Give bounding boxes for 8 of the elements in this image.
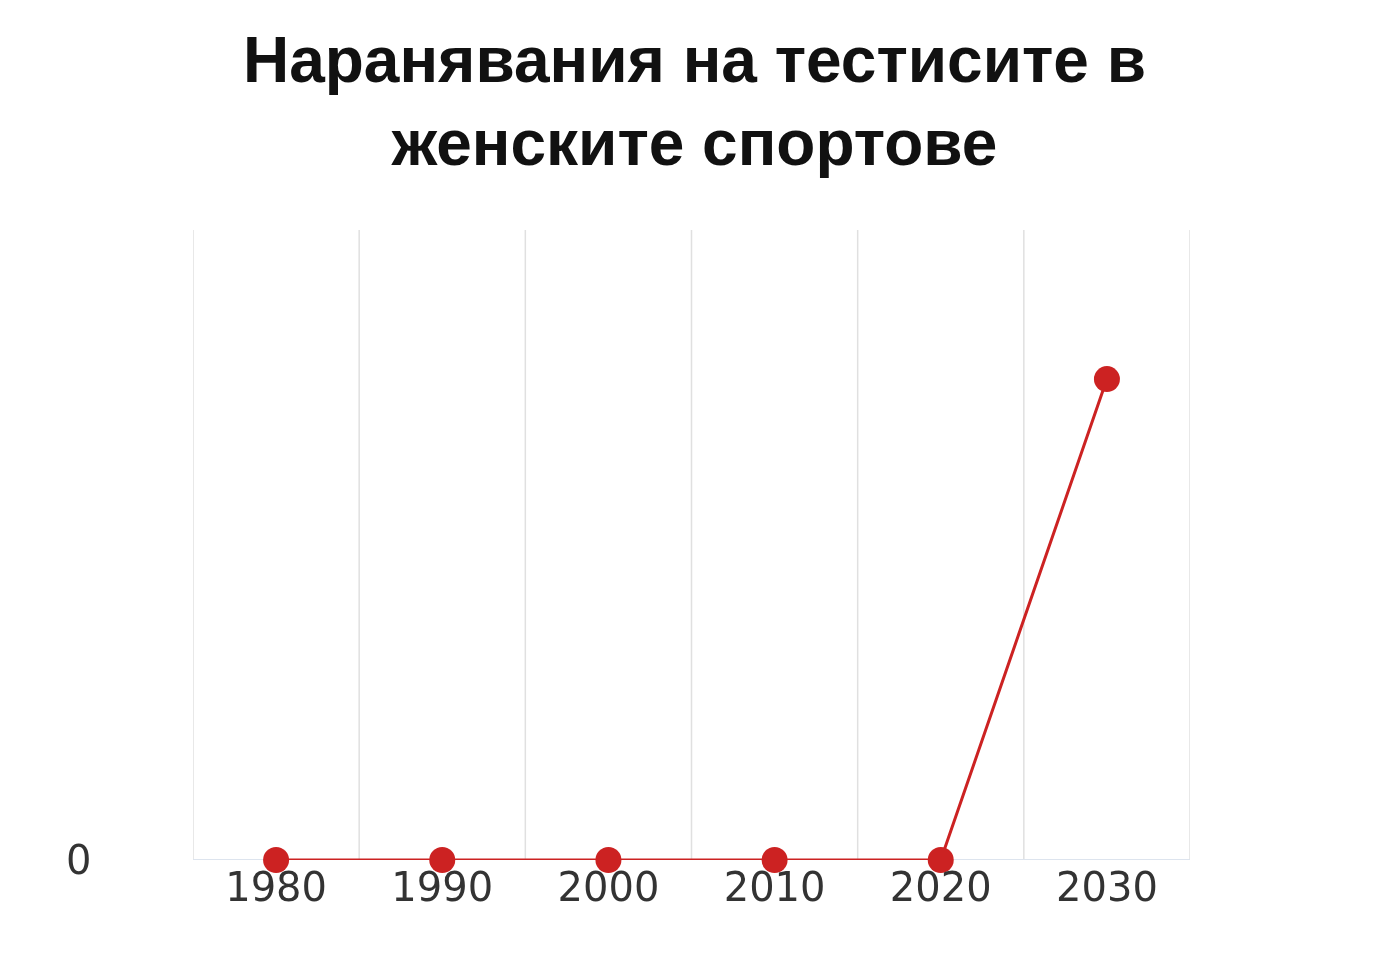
- x-tick-label: 2030: [1056, 864, 1158, 910]
- x-tick-label: 2000: [557, 864, 660, 910]
- x-tick-label: 2020: [889, 864, 992, 910]
- text: 0: [66, 837, 92, 883]
- x-tick-label: 1980: [225, 864, 327, 910]
- x-tick-label: 2010: [723, 864, 826, 910]
- chart-title: Наранявания на тестисите в женските спортове: [242, 23, 1147, 179]
- x-tick-label: 1990: [391, 864, 494, 910]
